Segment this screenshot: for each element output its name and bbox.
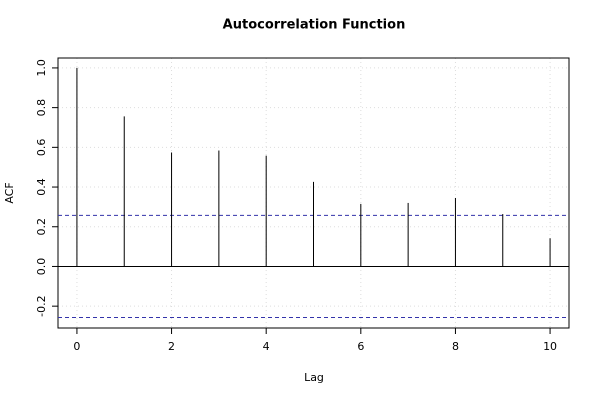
y-tick-label: 0.6 [35, 139, 48, 157]
x-axis-label: Lag [304, 371, 324, 384]
plot-frame [57, 57, 570, 329]
x-tick-label: 10 [543, 340, 557, 353]
x-tick-label: 8 [452, 340, 459, 353]
chart-title: Autocorrelation Function [223, 18, 406, 33]
y-tick-label: 1.0 [35, 59, 48, 77]
x-tick-label: 0 [73, 340, 80, 353]
y-tick-label: 0.0 [35, 258, 48, 276]
x-tick-label: 6 [357, 340, 364, 353]
x-tick-label: 2 [168, 340, 175, 353]
x-tick-label: 4 [263, 340, 270, 353]
y-tick-label: -0.2 [35, 295, 48, 316]
y-tick-label: 0.8 [35, 99, 48, 117]
y-tick-label: 0.2 [35, 218, 48, 236]
y-tick-label: 0.4 [35, 178, 48, 196]
y-axis-label: ACF [3, 182, 16, 203]
